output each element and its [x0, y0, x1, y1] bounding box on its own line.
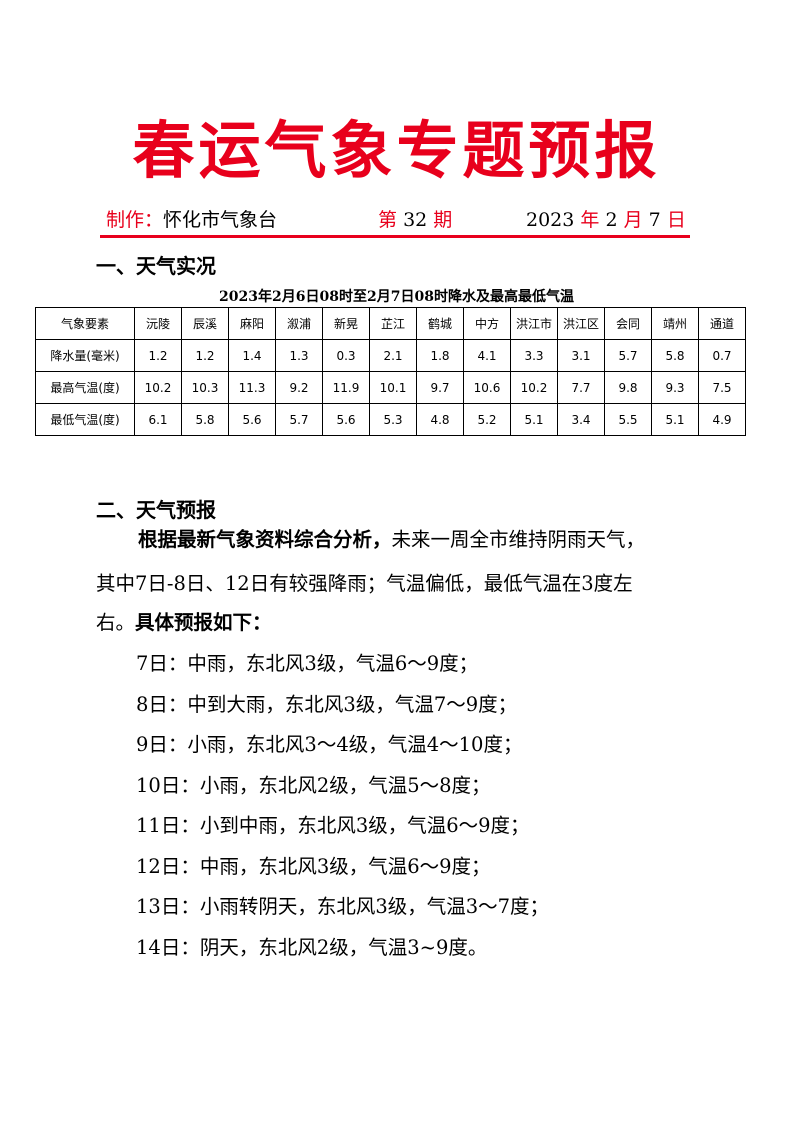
table-cell: 溆浦 [275, 307, 323, 340]
table-caption: 2023年2月6日08时至2月7日08时降水及最高最低气温 [219, 289, 574, 305]
table-cell: 0.7 [698, 339, 746, 372]
forecast-day: 9日：小雨，东北风3～4级，气温4～10度； [136, 733, 523, 756]
table-cell: 5.2 [463, 403, 511, 436]
summary-line: 右。具体预报如下： [96, 611, 272, 634]
table-cell: 通道 [698, 307, 746, 340]
table-cell: 4.1 [463, 339, 511, 372]
table-cell: 9.2 [275, 371, 323, 404]
document-title: 春运气象专题预报 [132, 114, 661, 187]
forecast-day: 11日：小到中雨，东北风3级，气温6～9度； [136, 814, 530, 837]
table-cell: 10.2 [134, 371, 182, 404]
table-cell: 5.6 [322, 403, 370, 436]
table-cell: 3.1 [557, 339, 605, 372]
maker: 制作：怀化市气象台 [106, 209, 278, 231]
table-cell: 10.3 [181, 371, 229, 404]
table-cell: 麻阳 [228, 307, 276, 340]
table-cell: 5.6 [228, 403, 276, 436]
table-cell: 靖州 [651, 307, 699, 340]
table-cell: 鹤城 [416, 307, 464, 340]
section-heading: 一、天气实况 [96, 254, 216, 278]
forecast-day: 7日：中雨，东北风3级，气温6～9度； [136, 652, 479, 675]
table-cell: 沅陵 [134, 307, 182, 340]
table-cell: 6.1 [134, 403, 182, 436]
table-cell: 芷江 [369, 307, 417, 340]
table-cell: 4.9 [698, 403, 746, 436]
table-cell: 洪江市 [510, 307, 558, 340]
table-cell: 7.5 [698, 371, 746, 404]
forecast-day: 12日：中雨，东北风3级，气温6～9度； [136, 854, 491, 878]
table-cell: 会同 [604, 307, 652, 340]
table-cell: 辰溪 [181, 307, 229, 340]
forecast-day: 13日：小雨转阴天，东北风3级，气温3～7度； [136, 895, 550, 918]
table-cell: 1.2 [134, 339, 182, 372]
table-cell: 2.1 [369, 339, 417, 372]
table-cell: 洪江区 [557, 307, 605, 340]
forecast-day: 10日：小雨，东北风2级，气温5～8度； [136, 773, 491, 797]
table-cell: 中方 [463, 307, 511, 340]
table-cell: 5.7 [275, 403, 323, 436]
table-cell: 10.6 [463, 371, 511, 404]
table-cell: 最高气温(度) [35, 371, 135, 404]
table-row: 降水量(毫米) 1.2 1.2 1.4 1.3 0.3 2.1 1.8 4.1 3.3 3.1 5.7… [35, 339, 746, 372]
table-cell: 0.3 [322, 339, 370, 372]
table-cell: 5.8 [651, 339, 699, 372]
issue-number: 第 32 期 [378, 209, 453, 231]
table-row: 最高气温(度) 10.2 10.3 11.3 9.2 11.9 10.1 9.7 10.6 10.… [35, 371, 746, 404]
table-cell: 3.3 [510, 339, 558, 372]
weather-table: 气象要素 沅陵 辰溪 麻阳 溆浦 新晃 芷江 鹤城 中方 洪江市 洪江区 会同 靖州 通道 降水量(毫米) 1… [35, 307, 746, 436]
table-cell: 9.3 [651, 371, 699, 404]
table-cell: 5.3 [369, 403, 417, 436]
table-cell: 1.2 [181, 339, 229, 372]
table-row: 最低气温(度) 6.1 5.8 5.6 5.7 5.6 5.3 4.8 5.2 5.1 3.4 5.5… [35, 403, 746, 436]
forecast-day: 14日：阴天，东北风2级，气温3~9度。 [136, 935, 488, 959]
header-divider [100, 235, 690, 238]
section-heading: 二、天气预报 [96, 498, 216, 522]
summary-line: 其中7日-8日、12日有较强降雨；气温偏低，最低气温在3度左 [96, 572, 633, 595]
table-cell: 10.2 [510, 371, 558, 404]
table-cell: 5.8 [181, 403, 229, 436]
table-cell: 新晃 [322, 307, 370, 340]
table-cell: 5.7 [604, 339, 652, 372]
table-cell: 10.1 [369, 371, 417, 404]
table-cell: 3.4 [557, 403, 605, 436]
table-header-row: 气象要素 沅陵 辰溪 麻阳 溆浦 新晃 芷江 鹤城 中方 洪江市 洪江区 会同 靖州 通道 [35, 307, 746, 340]
table-cell: 4.8 [416, 403, 464, 436]
table-cell: 气象要素 [35, 307, 135, 340]
forecast-day: 8日：中到大雨，东北风3级，气温7～9度； [136, 692, 518, 716]
table-cell: 9.8 [604, 371, 652, 404]
summary-line: 根据最新气象资料综合分析，未来一周全市维持阴雨天气， [138, 528, 646, 551]
table-cell: 7.7 [557, 371, 605, 404]
table-cell: 9.7 [416, 371, 464, 404]
table-cell: 5.1 [651, 403, 699, 436]
table-cell: 降水量(毫米) [35, 339, 135, 372]
table-cell: 1.8 [416, 339, 464, 372]
table-cell: 5.1 [510, 403, 558, 436]
table-cell: 5.5 [604, 403, 652, 436]
table-cell: 11.3 [228, 371, 276, 404]
table-cell: 11.9 [322, 371, 370, 404]
table-cell: 1.3 [275, 339, 323, 372]
table-cell: 最低气温(度) [35, 403, 135, 436]
issue-date: 2023 年 2 月 7 日 [526, 209, 686, 231]
table-cell: 1.4 [228, 339, 276, 372]
